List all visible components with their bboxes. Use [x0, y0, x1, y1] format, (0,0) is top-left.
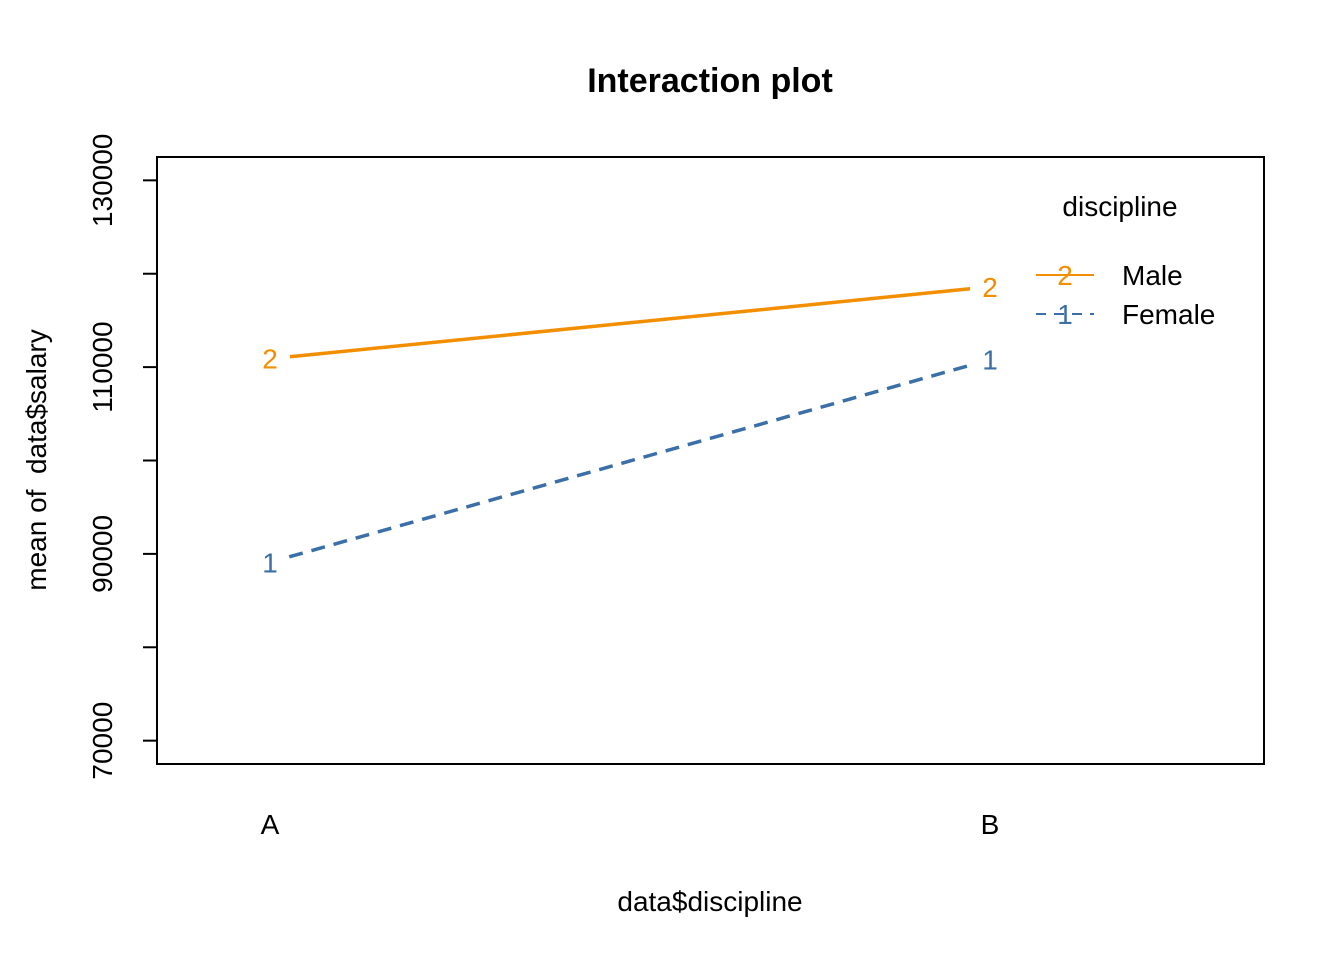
- data-point-label: 2: [982, 272, 998, 303]
- y-tick-label: 90000: [87, 515, 118, 593]
- legend: discipline 2 Male 1 Female: [1036, 191, 1215, 330]
- legend-symbol: 1: [1057, 299, 1073, 330]
- series-line: [289, 287, 971, 359]
- x-axis-title: data$discipline: [617, 886, 802, 917]
- legend-label: Female: [1122, 299, 1215, 330]
- chart-title: Interaction plot: [587, 62, 833, 100]
- x-tick-label: A: [261, 809, 280, 840]
- legend-label: Male: [1122, 260, 1183, 291]
- legend-symbol: 2: [1057, 260, 1073, 291]
- y-axis-title: mean of data$salary: [21, 329, 52, 591]
- data-point-label: 1: [982, 345, 998, 376]
- y-axis: 70000 90000 110000 130000: [87, 134, 158, 780]
- data-point-label: 2: [262, 344, 278, 375]
- series-layer: 2 2 1 1: [262, 272, 998, 578]
- legend-title: discipline: [1062, 191, 1177, 222]
- x-tick-label: B: [981, 809, 1000, 840]
- y-tick-label: 110000: [87, 321, 118, 412]
- data-point-label: 1: [262, 547, 278, 578]
- y-tick-label: 70000: [87, 702, 118, 780]
- plot-frame: [156, 156, 1265, 765]
- series-line: [288, 363, 972, 559]
- y-tick-label: 130000: [87, 134, 118, 227]
